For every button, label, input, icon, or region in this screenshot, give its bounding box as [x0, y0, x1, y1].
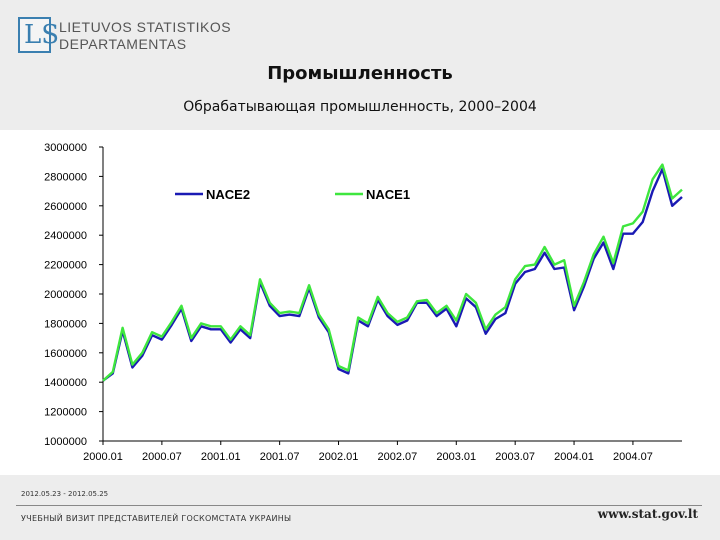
logo-mark-text: LS — [24, 20, 60, 50]
page-title: Промышленность — [267, 63, 453, 84]
series-line-nace1 — [102, 163, 683, 382]
x-tick-label: 2003.07 — [495, 451, 535, 463]
y-tick-label: 2600000 — [44, 201, 87, 213]
y-tick-label: 3000000 — [44, 142, 87, 154]
page-subtitle: Обрабатывающая промышленность, 2000–2004 — [183, 99, 537, 115]
x-tick-label: 2002.07 — [378, 451, 418, 463]
logo: LS LIETUVOS STATISTIKOS DEPARTAMENTAS — [18, 17, 258, 57]
legend-label-nace2: NACE2 — [206, 187, 250, 202]
footer-organization: УЧЕБНЫЙ ВИЗИТ ПРЕДСТАВИТЕЛЕЙ ГОСКОМСТАТА… — [21, 514, 292, 523]
y-tick-label: 1400000 — [44, 377, 87, 389]
y-tick-label: 2000000 — [44, 289, 87, 301]
y-tick-label: 1200000 — [44, 407, 87, 419]
footer-url: www.stat.gov.lt — [597, 507, 698, 521]
legend-label-nace1: NACE1 — [366, 187, 410, 202]
line-chart: 3000000 2800000 2600000 2400000 2200000 20000… — [44, 142, 683, 463]
y-tick-label: 1000000 — [44, 436, 87, 448]
x-tick-label: 2000.01 — [83, 451, 123, 463]
x-tick-label: 2003.01 — [436, 451, 476, 463]
y-tick-label: 1600000 — [44, 348, 87, 360]
y-tick-label: 2200000 — [44, 260, 87, 272]
footer-dates: 2012.05.23 - 2012.05.25 — [21, 490, 109, 498]
series-line-nace2 — [102, 167, 683, 382]
logo-mark: LS — [18, 17, 59, 53]
x-tick-label: 2004.01 — [554, 451, 594, 463]
footer-divider — [16, 505, 702, 506]
y-tick-label: 2800000 — [44, 171, 87, 183]
logo-line-2: DEPARTAMENTAS — [59, 36, 187, 52]
x-tick-label: 2002.01 — [319, 451, 359, 463]
x-tick-label: 2001.01 — [201, 451, 241, 463]
y-tick-label: 2400000 — [44, 230, 87, 242]
logo-line-1: LIETUVOS STATISTIKOS — [59, 19, 232, 35]
y-tick-label: 1800000 — [44, 318, 87, 330]
x-tick-label: 2001.07 — [260, 451, 300, 463]
x-tick-label: 2000.07 — [142, 451, 182, 463]
x-tick-label: 2004.07 — [613, 451, 653, 463]
chart-area: 3000000 2800000 2600000 2400000 2200000 20000… — [0, 130, 720, 475]
